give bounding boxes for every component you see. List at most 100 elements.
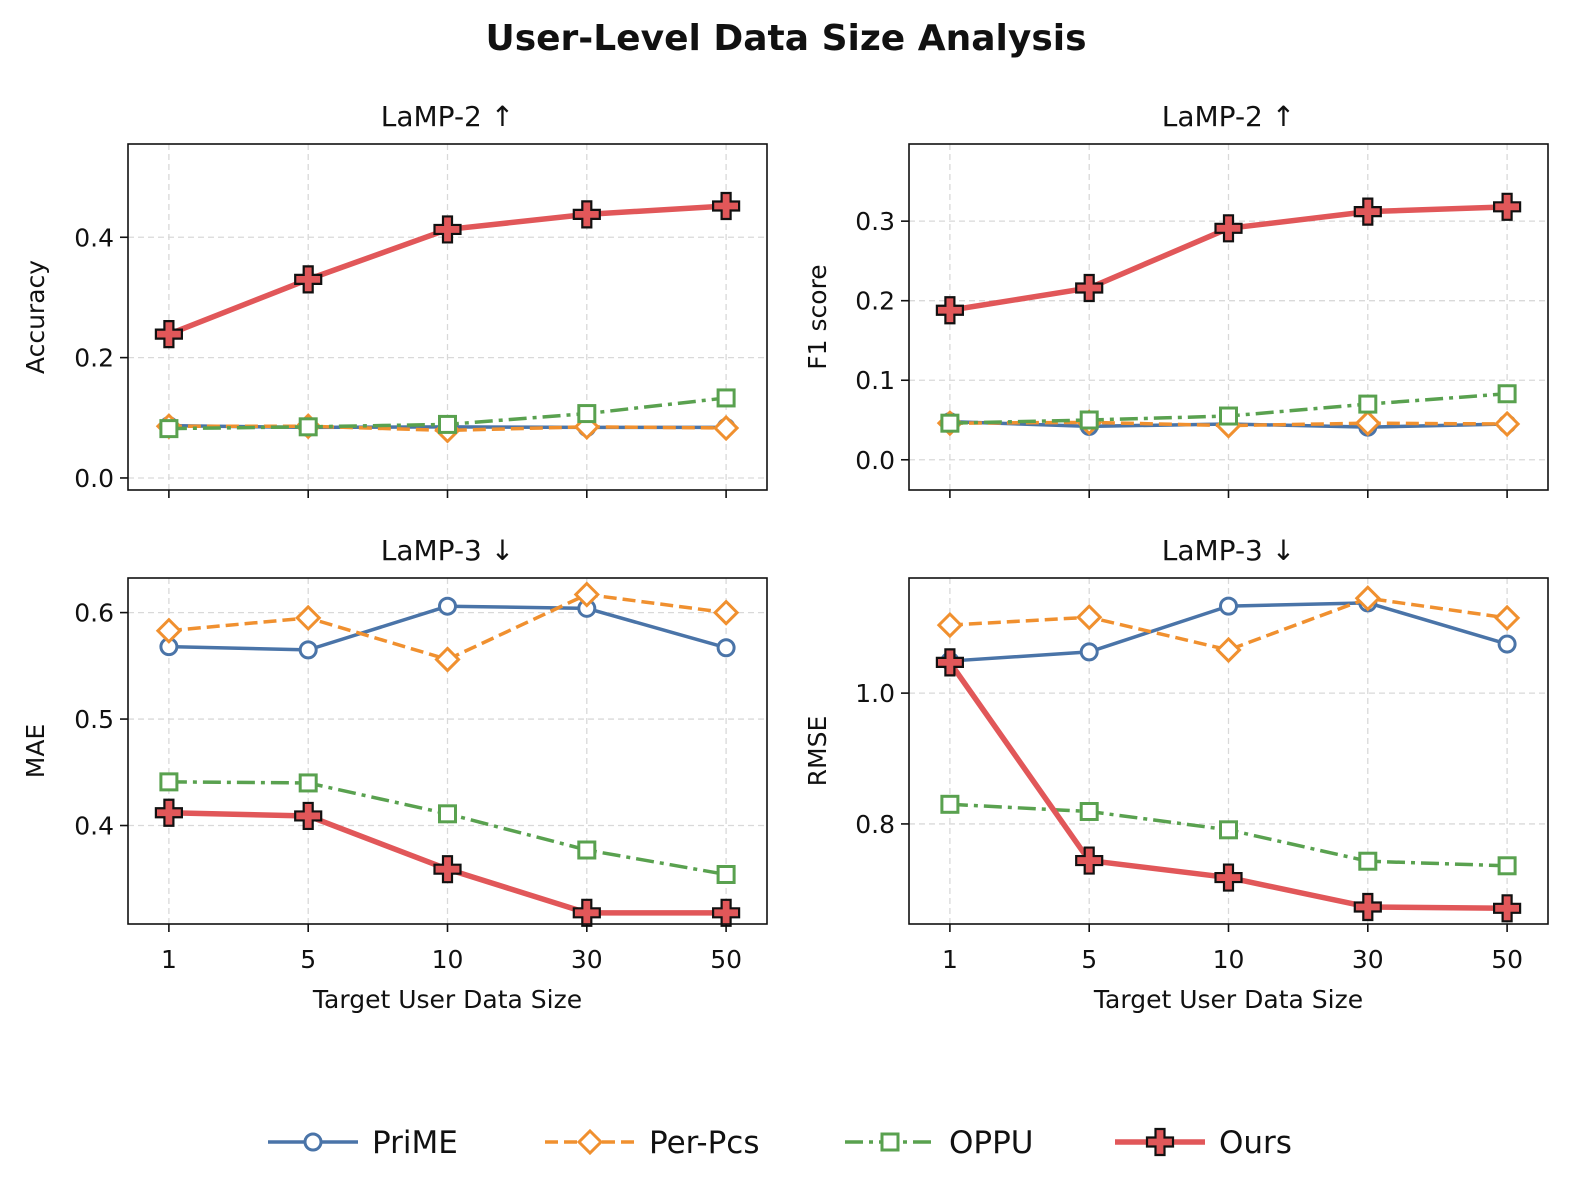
y-axis-label: RMSE: [803, 716, 832, 787]
legend-item-prime: PriME: [268, 1125, 458, 1161]
series-oppu: [940, 794, 1517, 876]
panels: 0.0 0.2 0.4 LaMP-2 ↑ Accuracy 0.0 0.1 0.2 0.3 LaM…: [21, 100, 1549, 1014]
legend: PriME Per-Pcs OPPU Ours: [268, 1125, 1292, 1161]
data-point-prime: [1219, 596, 1238, 616]
y-tick-label: 0.2: [74, 344, 114, 373]
chart-panel-3: 1 5 10 30 50 0.4 0.5 0.6 LaMP-3 ↓ MAE Target User …: [21, 534, 768, 1014]
series-oppu: [159, 772, 736, 884]
data-point-oppu: [298, 417, 318, 437]
data-point-oppu: [1497, 384, 1517, 404]
y-tick-label: 0.6: [74, 599, 114, 628]
series-ours: [935, 192, 1522, 325]
y-tick-label: 0.8: [855, 810, 895, 839]
data-point-oppu: [1219, 820, 1238, 840]
data-point-ours: [1075, 846, 1104, 875]
data-point-oppu: [716, 864, 736, 884]
data-point-oppu: [438, 414, 457, 434]
legend-item-per-pcs: Per-Pcs: [545, 1125, 760, 1161]
data-point-per-pcs: [1354, 585, 1381, 612]
legend-label: PriME: [372, 1125, 458, 1161]
series-oppu: [159, 388, 736, 439]
x-axis-label: Target User Data Size: [312, 985, 582, 1014]
data-point-prime: [438, 596, 457, 616]
data-point-oppu: [940, 413, 960, 433]
data-point-oppu: [940, 794, 960, 814]
x-tick-label: 1: [161, 945, 177, 974]
data-point-oppu: [159, 419, 179, 439]
legend-item-ours: Ours: [1115, 1125, 1292, 1161]
data-point-oppu: [1358, 394, 1378, 414]
y-axis-label: MAE: [21, 724, 50, 778]
data-point-per-pcs: [712, 414, 740, 442]
data-point-ours: [154, 320, 183, 349]
data-point-per-pcs: [295, 604, 322, 632]
x-axis-label: Target User Data Size: [1093, 985, 1363, 1014]
data-point-oppu: [1219, 406, 1238, 426]
x-tick-label: 5: [300, 945, 316, 974]
data-point-oppu: [1358, 851, 1378, 871]
x-tick-label: 1: [942, 945, 958, 974]
data-point-prime: [1079, 642, 1099, 662]
legend-marker-per-pcs: [576, 1128, 604, 1156]
y-tick-label: 0.4: [74, 812, 114, 841]
legend-label: Ours: [1219, 1125, 1292, 1161]
data-point-per-pcs: [712, 599, 740, 626]
data-point-per-pcs: [1493, 410, 1521, 438]
data-point-prime: [716, 638, 736, 658]
y-tick-label: 0.0: [74, 464, 114, 493]
x-tick-label: 5: [1081, 945, 1097, 974]
y-tick-label: 0.4: [74, 223, 114, 252]
data-point-ours: [1075, 273, 1104, 303]
legend-item-oppu: OPPU: [845, 1125, 1033, 1161]
data-point-ours: [433, 855, 462, 884]
legend-marker-ours: [1145, 1127, 1175, 1157]
data-point-oppu: [577, 404, 597, 424]
data-point-per-pcs: [936, 611, 964, 639]
legend-marker-oppu: [880, 1132, 900, 1152]
data-point-oppu: [1497, 856, 1517, 876]
data-point-prime: [1497, 634, 1517, 654]
data-point-ours: [1493, 894, 1522, 923]
data-point-per-pcs: [1493, 604, 1521, 632]
series-line-per-pcs: [949, 596, 1508, 652]
data-point-per-pcs: [1076, 604, 1103, 631]
data-point-ours: [1493, 192, 1522, 221]
data-point-oppu: [298, 773, 318, 793]
data-point-ours: [294, 265, 323, 294]
series-per-pcs: [936, 585, 1521, 664]
data-point-per-pcs: [1215, 636, 1242, 664]
chart-panel-1: 0.0 0.2 0.4 LaMP-2 ↑ Accuracy: [21, 100, 768, 498]
x-tick-label: 30: [1352, 945, 1384, 974]
panel-title: LaMP-3 ↓: [1162, 534, 1295, 567]
x-tick-label: 10: [432, 945, 464, 974]
y-tick-label: 1.0: [855, 679, 895, 708]
data-point-ours: [433, 215, 462, 244]
series-ours: [935, 648, 1522, 923]
data-point-oppu: [1079, 410, 1099, 430]
y-tick-label: 0.3: [855, 207, 895, 236]
data-point-prime: [298, 640, 318, 660]
x-tick-label: 30: [571, 945, 603, 974]
data-point-ours: [935, 648, 964, 677]
data-point-ours: [712, 191, 741, 221]
data-point-per-pcs: [1354, 410, 1381, 437]
series-per-pcs: [155, 581, 740, 673]
data-point-per-pcs: [573, 581, 600, 608]
data-point-ours: [294, 801, 323, 831]
data-point-oppu: [1079, 802, 1099, 822]
y-tick-label: 0.2: [855, 287, 895, 316]
panel-title: LaMP-2 ↑: [1162, 100, 1295, 133]
data-point-oppu: [577, 840, 597, 860]
data-point-per-pcs: [155, 617, 183, 644]
legend-label: Per-Pcs: [649, 1125, 760, 1161]
data-point-ours: [935, 296, 964, 325]
data-point-ours: [1214, 214, 1243, 243]
series-oppu: [940, 384, 1517, 433]
data-point-ours: [712, 898, 741, 927]
series-ours: [154, 798, 741, 927]
x-tick-label: 10: [1213, 945, 1245, 974]
x-tick-label: 50: [1491, 945, 1523, 974]
data-point-ours: [572, 200, 601, 229]
x-tick-label: 50: [710, 945, 742, 974]
legend-marker-prime: [303, 1132, 323, 1152]
